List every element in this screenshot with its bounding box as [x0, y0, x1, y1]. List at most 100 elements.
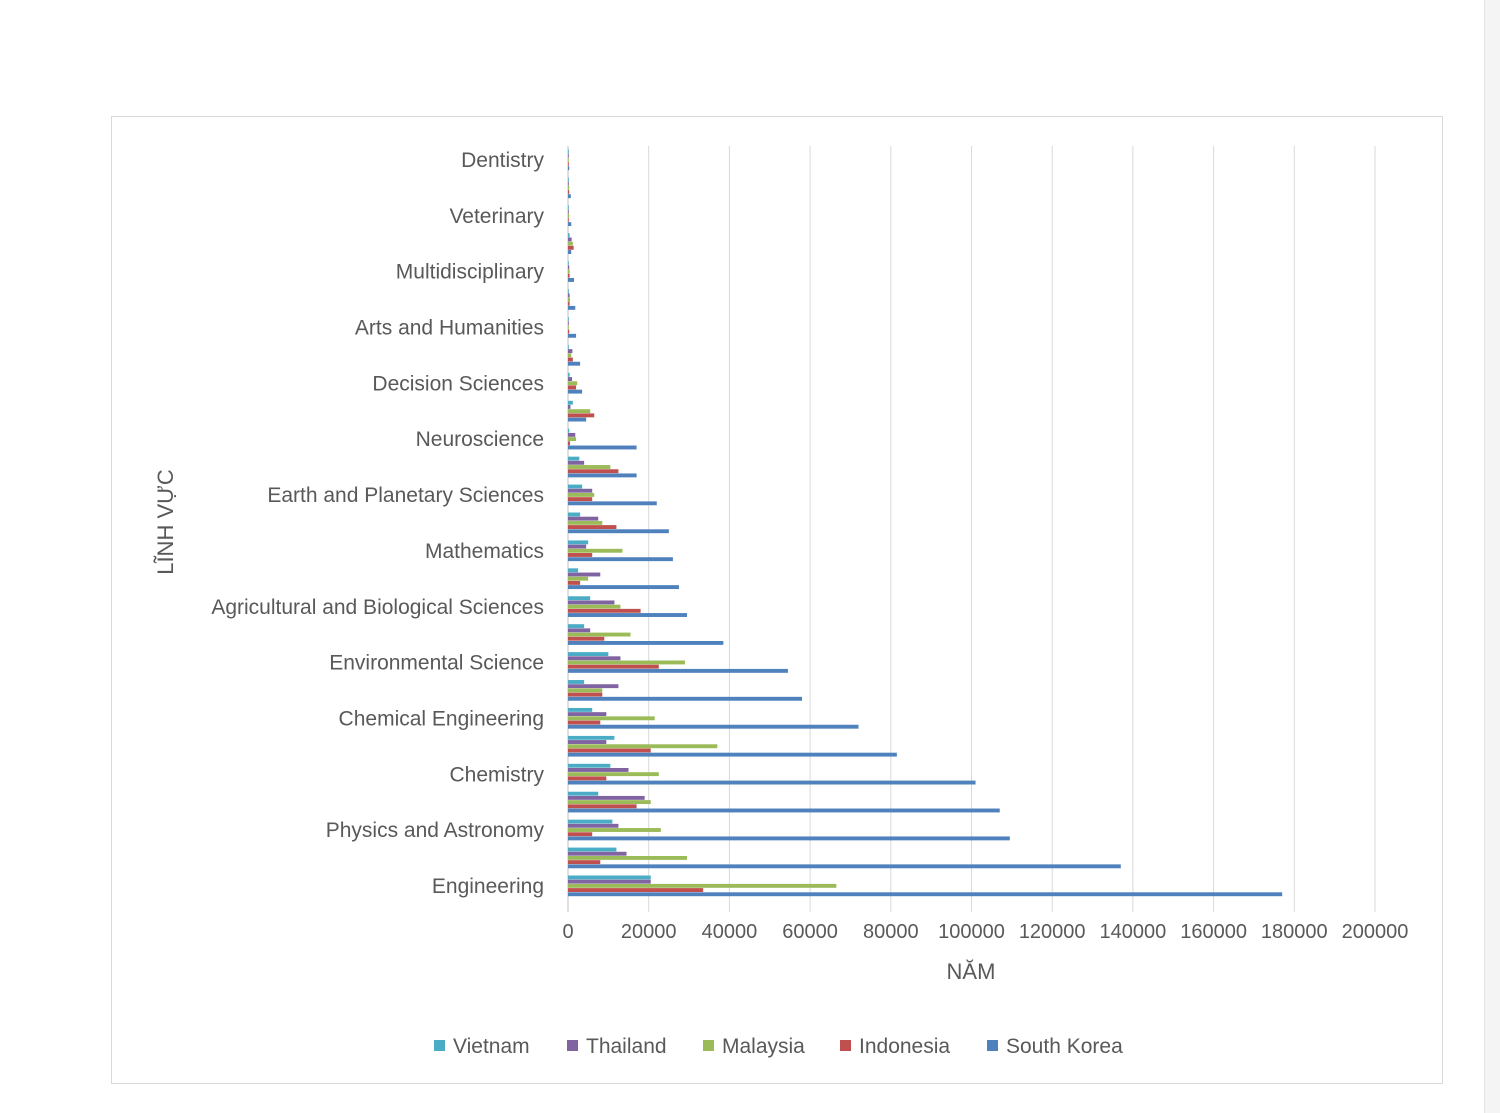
- bar: [568, 245, 574, 250]
- bar: [568, 680, 585, 684]
- bar: [568, 888, 704, 892]
- bar: [568, 512, 581, 517]
- x-axis-title: NĂM: [947, 959, 996, 984]
- bar: [568, 484, 583, 489]
- legend-label: Vietnam: [453, 1035, 530, 1058]
- bar: [568, 157, 569, 162]
- bar: [568, 465, 611, 469]
- bar: [568, 735, 615, 740]
- bar: [568, 344, 569, 349]
- bar: [568, 389, 583, 394]
- bar: [568, 851, 627, 856]
- bar: [568, 883, 837, 888]
- bar: [568, 301, 570, 306]
- bar: [568, 261, 569, 266]
- bar: [568, 668, 788, 673]
- bar: [568, 860, 601, 865]
- bar: [568, 237, 572, 242]
- bar: [568, 377, 573, 381]
- bar: [568, 321, 569, 326]
- bar: [568, 540, 589, 545]
- bar: [568, 233, 570, 238]
- x-tick-label: 160000: [1180, 921, 1247, 943]
- legend-label: Thailand: [586, 1035, 667, 1058]
- bar: [568, 473, 637, 478]
- bar: [568, 409, 591, 414]
- bar: [568, 660, 686, 665]
- vertical-scrollbar[interactable]: [1484, 0, 1500, 1113]
- bar: [568, 716, 655, 721]
- bar: [568, 632, 631, 637]
- bar: [568, 501, 657, 506]
- bar: [568, 349, 573, 354]
- bar: [568, 864, 1121, 869]
- bar: [568, 613, 688, 617]
- bar: [568, 772, 659, 777]
- bar: [568, 385, 577, 390]
- bar: [568, 808, 1000, 813]
- bar: [568, 492, 595, 497]
- bar: [568, 329, 570, 334]
- bar: [568, 600, 615, 605]
- bar: [568, 194, 571, 199]
- x-tick-label: 80000: [863, 921, 919, 943]
- bar: [568, 696, 803, 701]
- bar: [568, 724, 859, 729]
- bar: [568, 800, 651, 805]
- bar: [568, 879, 651, 884]
- bar: [568, 213, 570, 218]
- bar: [568, 804, 637, 809]
- bar: [568, 776, 607, 781]
- bar: [568, 361, 581, 366]
- bar: [568, 855, 688, 860]
- bar: [568, 166, 570, 171]
- bar: [568, 488, 593, 493]
- category-label: Earth and Planetary Sciences: [267, 484, 544, 507]
- bar: [568, 740, 607, 744]
- bar: [568, 596, 591, 601]
- bar: [568, 752, 897, 757]
- bar: [568, 297, 571, 302]
- bar: [568, 441, 571, 446]
- legend-swatch: [987, 1040, 998, 1051]
- bar: [568, 516, 599, 521]
- bar: [568, 153, 569, 158]
- bar: [568, 185, 570, 190]
- x-tick-label: 20000: [621, 921, 677, 943]
- bar: [568, 604, 621, 609]
- bar: [568, 273, 570, 278]
- bar: [568, 277, 575, 282]
- bar: [568, 520, 603, 525]
- bar: [568, 684, 619, 689]
- bar: [568, 568, 579, 573]
- bar: [568, 162, 569, 166]
- bar: [568, 400, 573, 405]
- bar: [568, 149, 569, 154]
- bar: [568, 768, 629, 772]
- bar: [568, 333, 577, 338]
- category-label: Mathematics: [425, 540, 544, 563]
- category-label: Physics and Astronomy: [326, 819, 545, 842]
- bar: [568, 217, 569, 222]
- bar: [568, 656, 621, 661]
- bar: [568, 413, 595, 418]
- bar: [568, 269, 570, 274]
- category-label: Veterinary: [449, 205, 544, 228]
- bar: [568, 664, 659, 669]
- bar: [568, 181, 569, 186]
- bar: [568, 791, 599, 796]
- bar: [568, 585, 679, 590]
- bar: [568, 748, 651, 753]
- bar: [568, 548, 623, 553]
- x-tick-label: 180000: [1261, 921, 1328, 943]
- x-tick-label: 100000: [938, 921, 1005, 943]
- bar: [568, 417, 587, 422]
- legend-label: Malaysia: [722, 1035, 805, 1058]
- bar: [568, 525, 617, 529]
- y-axis-title: LĨNH VỰC: [153, 469, 178, 575]
- category-label: Agricultural and Biological Sciences: [211, 596, 544, 619]
- bar: [568, 892, 1283, 897]
- x-tick-label: 60000: [782, 921, 838, 943]
- bar: [568, 445, 637, 450]
- bar: [568, 832, 593, 837]
